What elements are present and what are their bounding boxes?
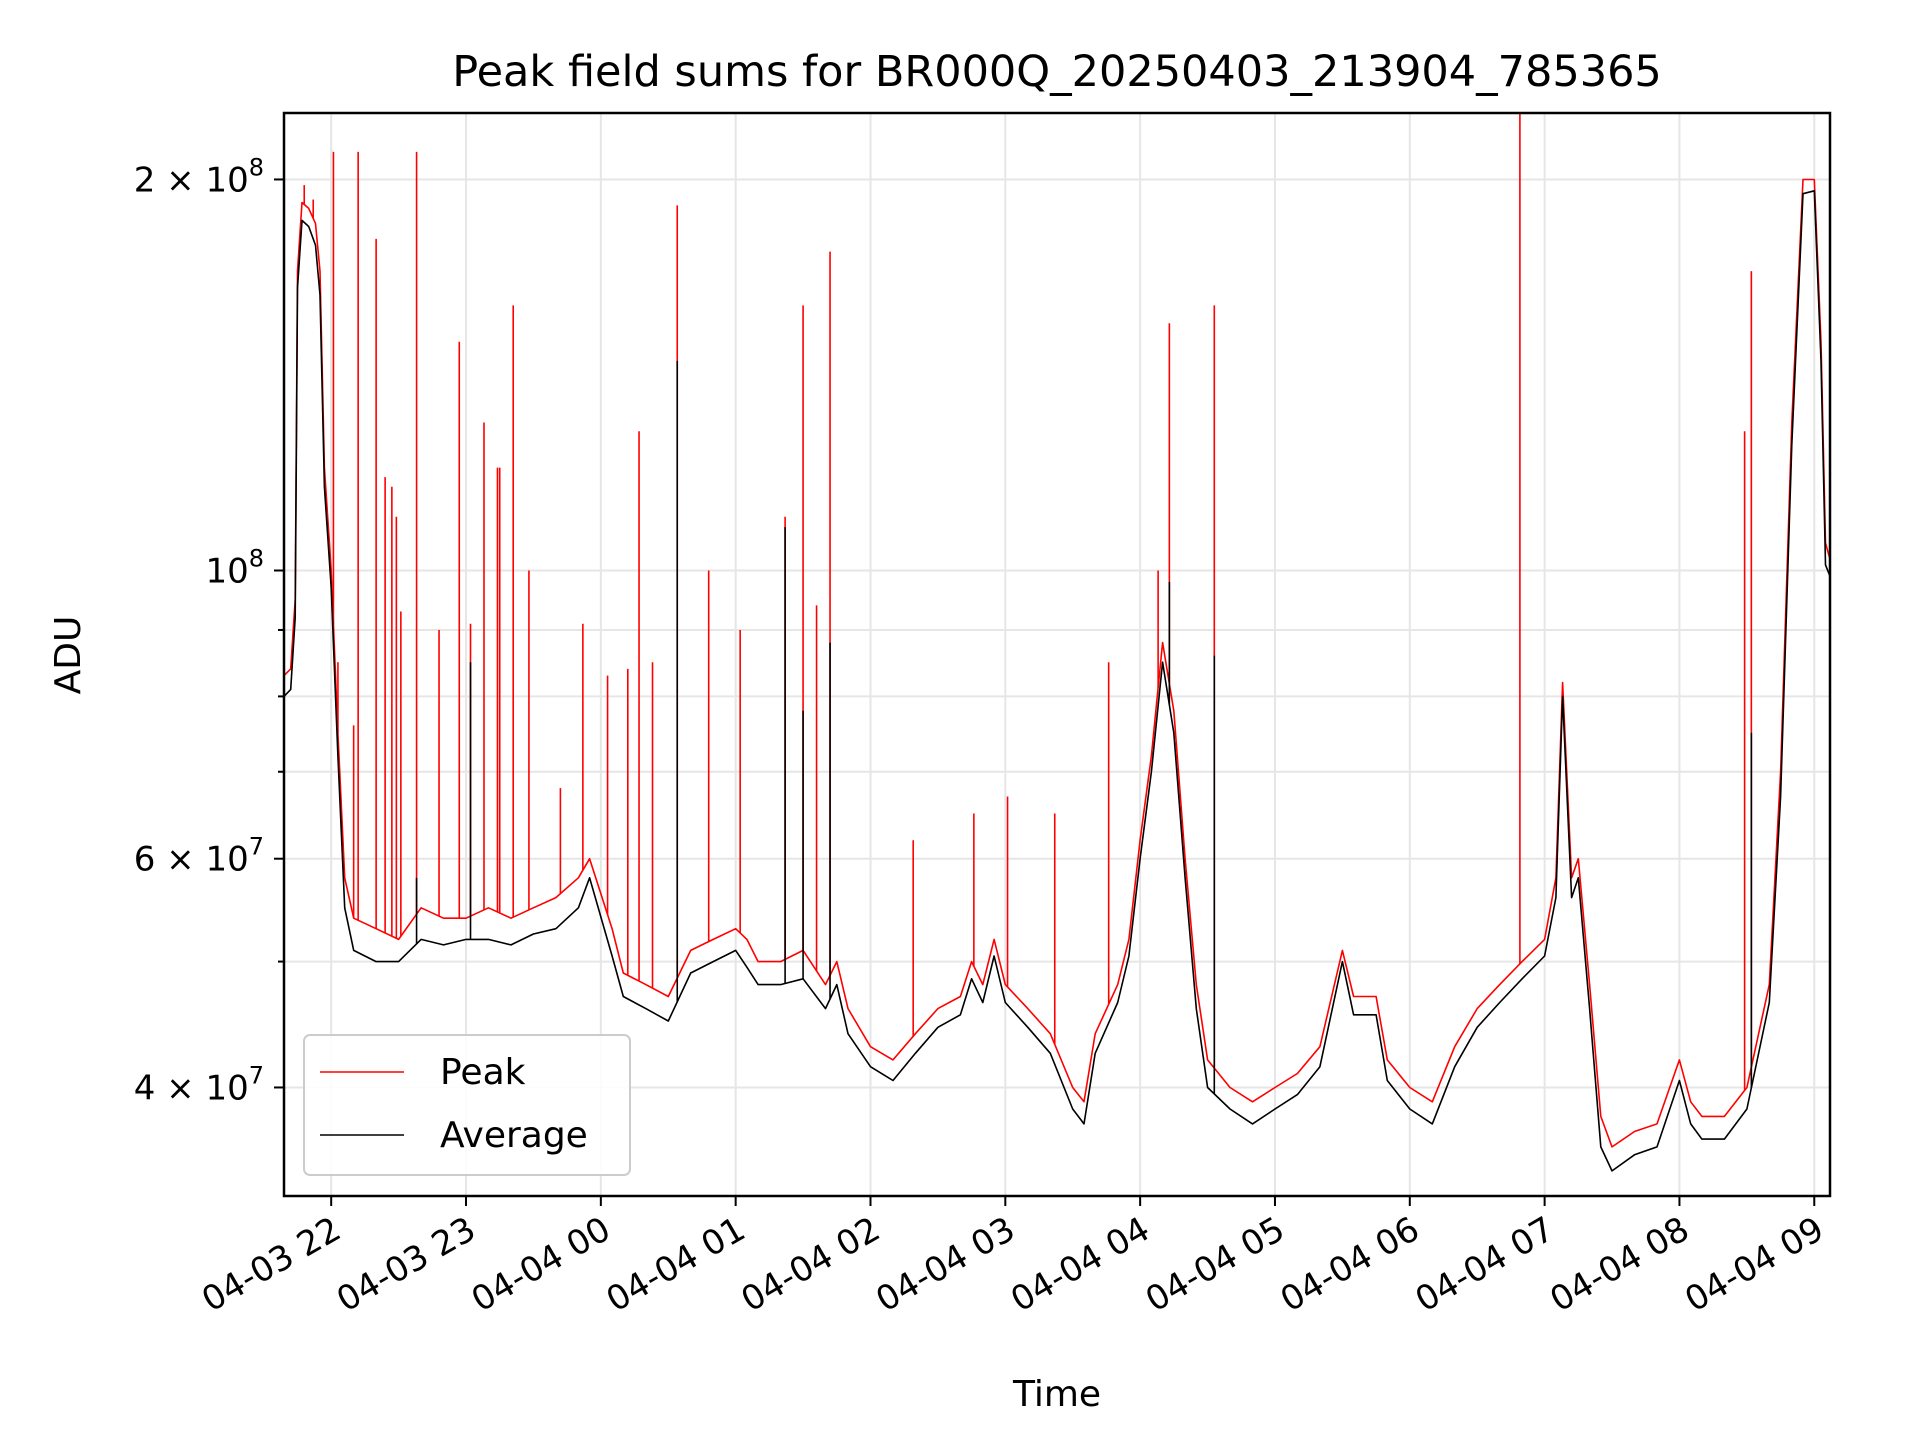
legend-label-average: Average bbox=[440, 1115, 588, 1156]
y-tick-label: 4 × 107 bbox=[134, 1061, 264, 1108]
y-axis-label: ADU bbox=[48, 616, 89, 695]
series-line-average bbox=[283, 190, 1831, 1172]
y-tick-label: 108 bbox=[205, 545, 264, 592]
series-average bbox=[283, 190, 1831, 1172]
chart-title: Peak field sums for BR000Q_20250403_2139… bbox=[452, 47, 1662, 97]
y-axis: 4 × 107 6 × 107 108 2 × 108 bbox=[134, 153, 284, 1108]
plot-frame bbox=[282, 111, 1832, 1198]
plot-series bbox=[283, 113, 1831, 1172]
series-line-peak bbox=[283, 178, 1831, 1148]
legend-box bbox=[303, 1034, 631, 1176]
y-tick-label: 2 × 108 bbox=[134, 153, 264, 200]
x-axis-label: Time bbox=[1012, 1374, 1101, 1415]
y-tick-label: 6 × 107 bbox=[134, 833, 264, 880]
legend: Peak Average bbox=[303, 1034, 631, 1176]
legend-label-peak: Peak bbox=[440, 1052, 526, 1093]
grid bbox=[284, 113, 1830, 1196]
